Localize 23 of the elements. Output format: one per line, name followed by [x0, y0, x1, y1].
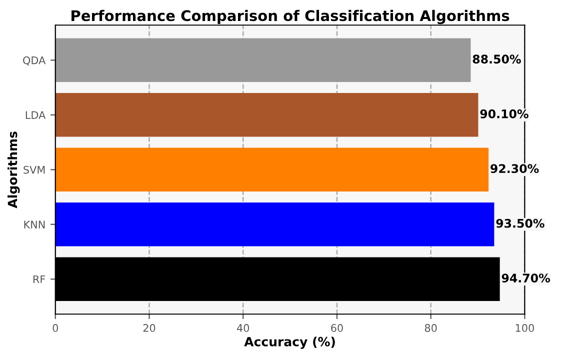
y-axis-title: Algorithms: [8, 132, 20, 208]
x-tick-label: 20: [143, 324, 156, 332]
bar: [55, 202, 494, 246]
x-axis-title: Accuracy (%): [244, 336, 335, 349]
bar: [55, 38, 471, 82]
y-tick-label: KNN: [24, 220, 45, 228]
bar: [55, 93, 478, 137]
data-label: 88.50%: [472, 54, 521, 64]
bar: [55, 148, 489, 192]
y-tick-label: RF: [33, 275, 46, 284]
x-tick-label: 60: [331, 324, 343, 332]
data-label: 93.50%: [496, 218, 544, 228]
data-label: 94.70%: [502, 274, 550, 283]
y-tick-label: LDA: [26, 111, 46, 119]
data-label: 90.10%: [480, 109, 528, 118]
x-tick-label: 40: [236, 324, 250, 332]
data-label: 92.30%: [490, 164, 539, 174]
chart-title: Performance Comparison of Classification Algorithms: [72, 10, 510, 24]
y-tick-label: QDA: [23, 56, 46, 66]
x-tick-label: 100: [516, 324, 534, 332]
x-tick-label: 0: [52, 324, 58, 332]
y-tick-label: SVM: [24, 166, 45, 174]
x-tick-label: 80: [424, 324, 437, 332]
